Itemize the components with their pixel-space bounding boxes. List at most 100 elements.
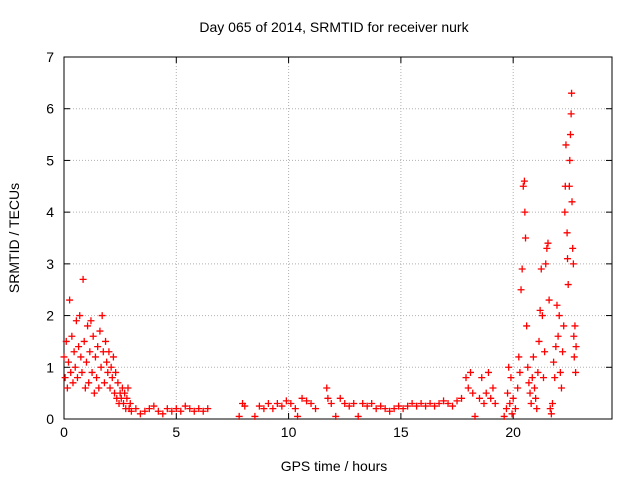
data-point — [82, 358, 90, 366]
data-point — [563, 229, 571, 237]
data-point — [64, 358, 72, 366]
data-point — [154, 407, 162, 415]
data-point — [332, 412, 340, 420]
data-point — [100, 379, 108, 387]
y-tick-label: 0 — [46, 411, 54, 427]
data-point — [546, 405, 554, 413]
data-point — [68, 332, 76, 340]
data-point — [190, 407, 198, 415]
data-point — [524, 363, 532, 371]
data-point — [251, 412, 259, 420]
data-point — [94, 343, 102, 351]
data-point — [502, 405, 510, 413]
data-point — [298, 394, 306, 402]
data-point — [90, 389, 98, 397]
data-point — [417, 399, 425, 407]
data-point — [359, 399, 367, 407]
data-point — [504, 389, 512, 397]
data-point — [482, 389, 490, 397]
data-point — [91, 353, 99, 361]
data-point — [195, 405, 203, 413]
data-point — [565, 182, 573, 190]
data-point — [168, 407, 176, 415]
data-point — [76, 312, 84, 320]
data-point — [536, 306, 544, 314]
data-point — [517, 286, 525, 294]
data-point — [84, 322, 92, 330]
data-point — [287, 399, 295, 407]
data-point — [399, 405, 407, 413]
data-point — [85, 379, 93, 387]
data-point — [163, 405, 171, 413]
data-point — [327, 399, 335, 407]
data-point — [95, 384, 103, 392]
data-point — [526, 389, 534, 397]
data-point — [71, 363, 79, 371]
data-point — [484, 368, 492, 376]
data-point — [560, 322, 568, 330]
data-point — [186, 405, 194, 413]
data-point — [542, 260, 550, 268]
data-point — [105, 348, 113, 356]
data-point — [541, 348, 549, 356]
data-point — [235, 412, 243, 420]
data-point — [278, 402, 286, 410]
data-point — [97, 363, 105, 371]
data-point — [569, 260, 577, 268]
data-point — [506, 399, 514, 407]
data-point — [537, 265, 545, 273]
y-tick-label: 7 — [46, 49, 54, 65]
y-tick-label: 5 — [46, 152, 54, 168]
data-point — [522, 234, 530, 242]
data-point — [567, 110, 575, 118]
x-tick-label: 15 — [393, 424, 409, 440]
data-point — [73, 374, 81, 382]
data-point — [564, 255, 572, 263]
data-point — [431, 402, 439, 410]
data-point — [67, 368, 75, 376]
x-tick-label: 0 — [60, 424, 68, 440]
data-point — [467, 368, 475, 376]
data-point — [204, 405, 212, 413]
data-point — [520, 177, 528, 185]
data-point — [543, 244, 551, 252]
data-points — [60, 89, 580, 420]
data-point — [345, 402, 353, 410]
data-point — [544, 239, 552, 247]
data-point — [525, 379, 533, 387]
data-point — [552, 343, 560, 351]
data-point — [453, 397, 461, 405]
x-tick-label: 10 — [281, 424, 297, 440]
data-point — [386, 407, 394, 415]
data-point — [475, 394, 483, 402]
y-axis-label: SRMTID / TECUs — [6, 183, 22, 293]
x-tick-label: 5 — [172, 424, 180, 440]
data-point — [540, 374, 547, 382]
data-point — [559, 348, 567, 356]
data-point — [531, 384, 539, 392]
data-point — [509, 394, 517, 402]
data-point — [120, 399, 128, 407]
data-point — [570, 332, 578, 340]
data-point — [88, 368, 96, 376]
data-point — [69, 379, 77, 387]
data-point — [390, 405, 398, 413]
data-point — [562, 141, 570, 149]
data-point — [464, 384, 472, 392]
data-point — [555, 312, 563, 320]
data-point — [523, 322, 531, 330]
data-point — [557, 384, 565, 392]
data-point — [553, 301, 561, 309]
data-point — [269, 405, 277, 413]
data-point — [550, 358, 558, 366]
data-point — [533, 405, 541, 413]
data-point — [136, 410, 144, 418]
y-tick-label: 1 — [46, 359, 54, 375]
data-point — [368, 399, 376, 407]
data-point — [150, 402, 158, 410]
data-point — [159, 410, 167, 418]
data-point — [172, 405, 180, 413]
data-point — [336, 394, 344, 402]
data-point — [303, 397, 311, 405]
data-point — [532, 394, 540, 402]
